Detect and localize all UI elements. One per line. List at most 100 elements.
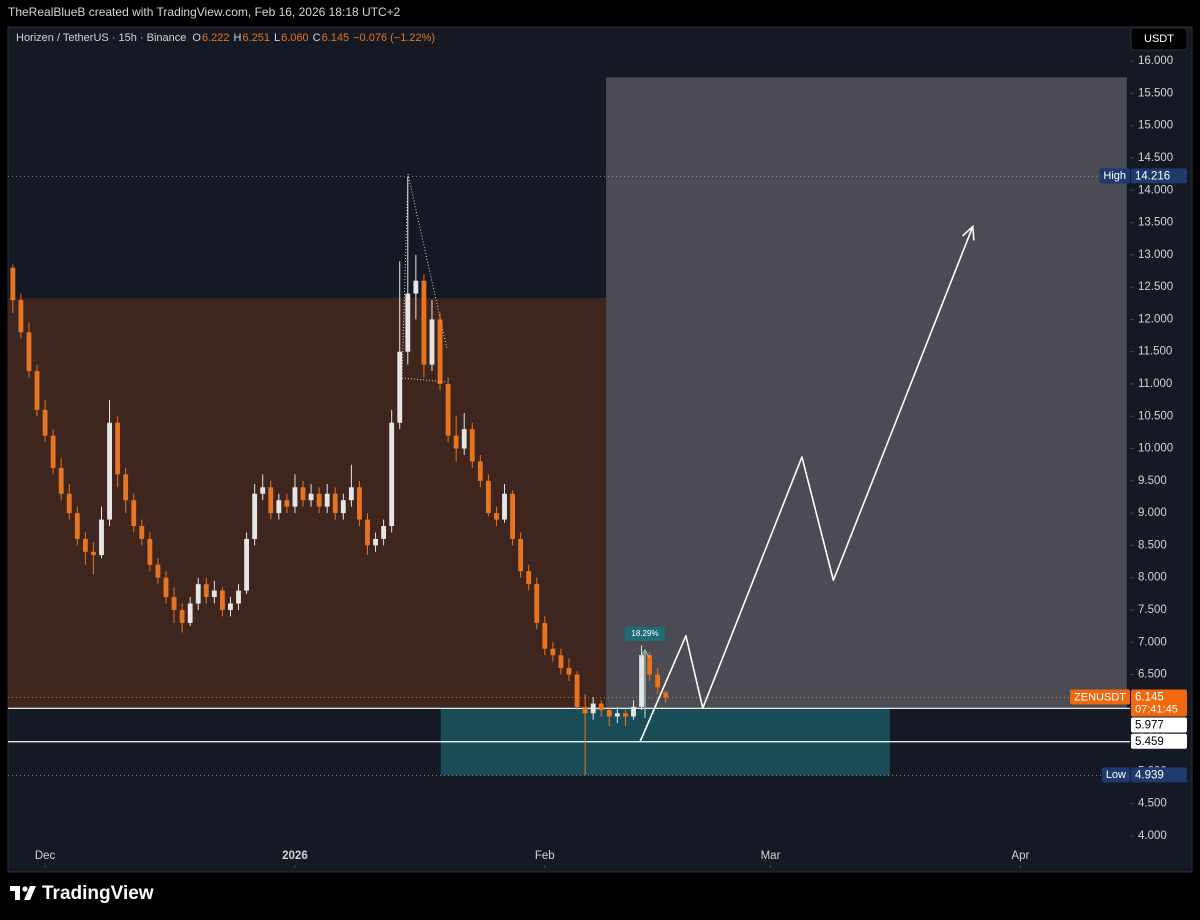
candle-body: [477, 461, 483, 481]
price-label: 5.459: [1135, 736, 1164, 748]
candle-body: [187, 603, 193, 623]
y-tick-label: 9.000: [1138, 507, 1167, 519]
candle-body: [195, 584, 201, 604]
candle-body: [590, 703, 596, 714]
candle-body: [494, 513, 499, 520]
candle-body: [244, 538, 250, 591]
candle-body: [639, 655, 644, 707]
y-tick-label: 15.000: [1138, 120, 1173, 132]
candle-body: [526, 571, 532, 585]
candle-body: [163, 577, 169, 598]
logo-part: [22, 886, 28, 892]
y-tick-label: 7.000: [1138, 636, 1167, 648]
candle-body: [332, 493, 338, 514]
projection: [639, 224, 975, 743]
brand-logo: [10, 886, 36, 900]
price-label-name: ZENUSDT: [1074, 691, 1126, 703]
legend-symbol: Horizen / TetherUS · 15h · Binance: [16, 32, 186, 44]
candle-body: [421, 280, 427, 365]
x-tick-label: Feb: [535, 850, 555, 862]
price-label: 14.216: [1135, 170, 1170, 182]
price-label-name-bg: [1101, 767, 1130, 783]
legend-value: 6.222: [202, 32, 230, 44]
candle-body: [324, 493, 330, 507]
candle-body: [357, 487, 362, 520]
candle-body: [606, 710, 612, 717]
candle-body: [252, 493, 258, 539]
candle-body: [614, 713, 620, 717]
price-countdown: 07:41:45: [1135, 703, 1178, 715]
candle-body: [74, 513, 80, 539]
candle-body: [558, 655, 564, 669]
candle-body: [292, 487, 298, 507]
y-tick-label: 4.000: [1138, 830, 1167, 842]
trend-line: [401, 173, 409, 379]
legend-value: 6.060: [281, 32, 309, 44]
candle-body: [485, 480, 491, 514]
candle-body: [66, 493, 72, 514]
y-tick-label: 6.500: [1138, 669, 1167, 681]
legend-key: L: [274, 32, 280, 44]
candle-body: [155, 564, 161, 578]
brand: TradingView: [42, 883, 154, 904]
candle-body: [34, 371, 40, 410]
candle-body: [147, 538, 153, 565]
candle-body: [542, 622, 548, 649]
candle-body: [373, 538, 378, 546]
candle-body: [405, 293, 411, 352]
candle-body: [228, 603, 233, 610]
y-tick-label: 12.500: [1138, 281, 1173, 293]
candle-body: [469, 429, 475, 462]
x-tick-label: 2026: [282, 850, 308, 862]
price-label-bg: [1131, 168, 1187, 184]
candle-body: [203, 584, 209, 598]
logo-part: [15, 886, 20, 900]
candle-body: [82, 538, 88, 552]
logo-part: [24, 886, 36, 900]
candle-body: [268, 487, 274, 514]
candle-body: [413, 280, 419, 294]
currency-button[interactable]: [1130, 27, 1188, 51]
y-tick-label: 4.500: [1138, 798, 1167, 810]
price-lines: [8, 175, 1130, 776]
candle-body: [99, 519, 104, 556]
candle-body: [623, 713, 628, 717]
candle-body: [510, 493, 515, 539]
projection-arrowhead: [961, 224, 975, 241]
candle-body: [300, 487, 306, 501]
candle-body: [139, 526, 145, 539]
price-label-bg: [1131, 717, 1187, 733]
candle-body: [260, 487, 266, 494]
measure-label-bg: [625, 627, 665, 641]
watermark: TheRealBlueB created with TradingView.co…: [8, 5, 401, 19]
legend-value: 6.145: [322, 32, 350, 44]
price-label-name-bg: [1070, 689, 1130, 705]
zone: [8, 298, 607, 709]
candle-body: [348, 487, 354, 501]
price-label: 6.145: [1135, 691, 1164, 703]
candle-body: [550, 648, 556, 656]
candle-body: [308, 493, 314, 501]
candle-body: [655, 674, 661, 688]
candle-body: [437, 319, 443, 384]
candle-body: [42, 409, 48, 436]
candle-body: [574, 674, 580, 707]
legend-value: 6.251: [242, 32, 270, 44]
legend: Horizen / TetherUS · 15h · Binance O 6.222…: [16, 32, 435, 44]
legend-change: −0.076 (−1.22%): [353, 32, 435, 44]
zone: [606, 77, 1127, 709]
price-label: 4.939: [1135, 769, 1164, 781]
price-label-bg: [1131, 767, 1187, 783]
y-tick-label: 7.500: [1138, 604, 1167, 616]
candle-body: [179, 609, 185, 623]
y-tick-label: 8.500: [1138, 539, 1167, 551]
projection-path: [639, 226, 974, 743]
currency-label[interactable]: USDT: [1144, 33, 1174, 45]
candle-body: [91, 551, 96, 556]
y-tick-label: 12.000: [1138, 313, 1173, 325]
price-label-bg: [1131, 689, 1187, 717]
candle-body: [365, 519, 370, 546]
candle-body: [518, 538, 524, 572]
price-label-name-bg: [1099, 168, 1130, 184]
measure-label: 18.29%: [631, 629, 658, 638]
